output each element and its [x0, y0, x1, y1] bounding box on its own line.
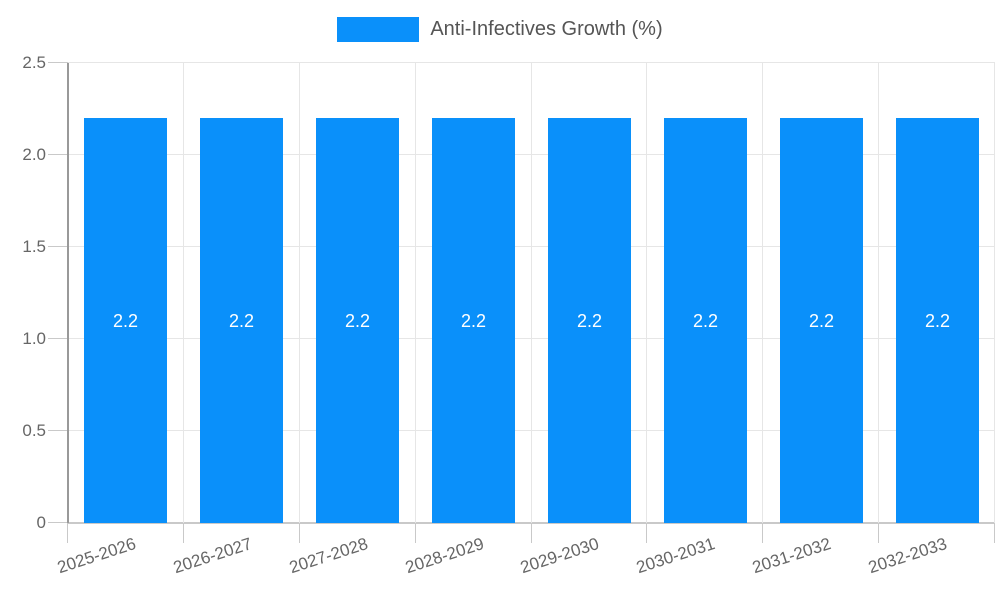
- bar-value-label: 2.2: [692, 311, 719, 331]
- gridline-horizontal: [68, 62, 995, 63]
- x-axis-label: 2028-2029: [402, 534, 486, 578]
- y-axis-label: 0.5: [22, 421, 46, 440]
- x-tick: [646, 523, 647, 543]
- y-axis-line: [67, 63, 69, 523]
- gridline-vertical: [531, 63, 532, 523]
- bar[interactable]: [200, 118, 283, 523]
- gridline-vertical: [994, 63, 995, 523]
- y-axis-label: 0: [36, 513, 46, 532]
- y-axis-label: 1.0: [22, 329, 46, 348]
- y-tick: [48, 338, 68, 339]
- x-tick: [415, 523, 416, 543]
- x-axis-label: 2031-2032: [749, 534, 833, 578]
- gridline-vertical: [183, 63, 184, 523]
- legend[interactable]: Anti-Infectives Growth (%): [0, 17, 1000, 42]
- x-tick: [67, 523, 68, 543]
- gridline-vertical: [762, 63, 763, 523]
- y-axis-label: 2.0: [22, 145, 46, 164]
- x-axis-label: 2029-2030: [517, 534, 601, 578]
- x-axis-label: 2026-2027: [170, 534, 254, 578]
- bar[interactable]: [896, 118, 979, 523]
- legend-swatch[interactable]: [337, 17, 420, 42]
- x-tick: [299, 523, 300, 543]
- x-tick: [994, 523, 995, 543]
- y-tick: [48, 246, 68, 247]
- x-axis-label: 2027-2028: [286, 534, 370, 578]
- bar-value-label: 2.2: [344, 311, 371, 331]
- y-tick: [48, 154, 68, 155]
- legend-label: Anti-Infectives Growth (%): [430, 18, 663, 40]
- x-axis-label: 2030-2031: [633, 534, 717, 578]
- y-tick: [48, 430, 68, 431]
- gridline-vertical: [646, 63, 647, 523]
- gridline-vertical: [299, 63, 300, 523]
- bar-value-label: 2.2: [924, 311, 951, 331]
- gridline-vertical: [415, 63, 416, 523]
- x-axis-label: 2032-2033: [865, 534, 949, 578]
- bar[interactable]: [548, 118, 631, 523]
- x-tick: [183, 523, 184, 543]
- bar-value-label: 2.2: [576, 311, 603, 331]
- x-tick: [762, 523, 763, 543]
- y-axis-label: 2.5: [22, 53, 46, 72]
- x-axis-label: 2025-2026: [54, 534, 138, 578]
- bar[interactable]: [316, 118, 399, 523]
- x-tick: [878, 523, 879, 543]
- y-tick: [48, 522, 68, 523]
- bar[interactable]: [780, 118, 863, 523]
- bar-value-label: 2.2: [228, 311, 255, 331]
- gridline-vertical: [878, 63, 879, 523]
- bar[interactable]: [432, 118, 515, 523]
- bar[interactable]: [664, 118, 747, 523]
- x-tick: [531, 523, 532, 543]
- bar-value-label: 2.2: [808, 311, 835, 331]
- y-tick: [48, 62, 68, 63]
- y-axis-label: 1.5: [22, 237, 46, 256]
- bar-value-label: 2.2: [112, 311, 139, 331]
- bar[interactable]: [84, 118, 167, 523]
- bar-value-label: 2.2: [460, 311, 487, 331]
